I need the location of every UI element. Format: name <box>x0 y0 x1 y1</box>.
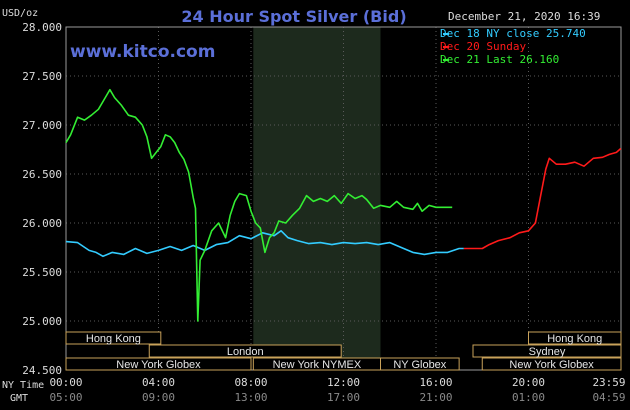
x-tick-label-gmt: 17:00 <box>327 391 360 404</box>
market-session-label: New York NYMEX <box>273 359 362 371</box>
series-line-1 <box>463 147 622 250</box>
y-tick-label: 27.000 <box>22 119 62 132</box>
market-session-bar <box>65 331 162 345</box>
market-session-bar <box>380 357 460 371</box>
legend-item-dec21: Dec 21 Last 26.160 <box>440 53 559 66</box>
market-session-bar <box>481 357 622 371</box>
x-tick-label-gmt: 13:00 <box>234 391 267 404</box>
x-tick-label: 08:00 <box>234 376 267 389</box>
market-session-bar <box>472 344 622 358</box>
market-session-label: New York Globex <box>116 359 201 371</box>
row-label-gmt: GMT <box>10 393 28 404</box>
x-tick-label: 04:00 <box>142 376 175 389</box>
row-label-ny: NY Time <box>2 380 44 391</box>
x-tick-labels: 00:00 04:00 08:00 12:00 16:00 20:00 23:59 05:00… <box>49 376 625 404</box>
x-tick-label-gmt: 05:00 <box>49 391 82 404</box>
market-session-label: London <box>227 346 264 358</box>
x-tick-label-gmt: 09:00 <box>142 391 175 404</box>
timestamp: December 21, 2020 16:39 <box>448 10 600 23</box>
x-tick-label: 00:00 <box>49 376 82 389</box>
x-tick-label: 16:00 <box>419 376 452 389</box>
y-tick-label: 26.000 <box>22 217 62 230</box>
series-line-0 <box>65 230 464 258</box>
y-tick-label: 25.000 <box>22 315 62 328</box>
x-tick-label-gmt: 21:00 <box>419 391 452 404</box>
y-axis-label: USD/oz <box>2 8 38 19</box>
y-tick-label: 24.500 <box>22 364 62 377</box>
legend: Dec 18 NY close 25.740 Dec 20 Sunday Dec… <box>440 27 586 66</box>
x-tick-label: 20:00 <box>512 376 545 389</box>
market-session-label: Sydney <box>529 346 566 358</box>
y-tick-label: 28.000 <box>22 21 62 34</box>
market-session-label: Hong Kong <box>547 333 602 345</box>
nymex-session-band <box>253 27 381 370</box>
legend-item-dec20: Dec 20 Sunday <box>440 40 526 53</box>
series-lines <box>65 88 622 322</box>
y-tick-labels: 28.000 27.500 27.000 26.500 26.000 25.500 25.0… <box>22 21 62 377</box>
market-session-label: NY Globex <box>393 359 446 371</box>
market-session-label: Hong Kong <box>86 333 141 345</box>
x-tick-label: 12:00 <box>327 376 360 389</box>
y-tick-label: 25.500 <box>22 266 62 279</box>
y-tick-label: 27.500 <box>22 70 62 83</box>
x-tick-label-gmt: 01:00 <box>512 391 545 404</box>
site-url: www.kitco.com <box>70 42 215 62</box>
market-session-bar <box>148 344 342 358</box>
market-session-label: New York Globex <box>509 359 594 371</box>
chart-title: 24 Hour Spot Silver (Bid) <box>181 7 406 26</box>
x-tick-label: 23:59 <box>592 376 625 389</box>
market-session-bar <box>528 331 622 345</box>
series-line-2 <box>65 88 453 322</box>
market-session-bar <box>65 357 252 371</box>
legend-item-dec18: Dec 18 NY close 25.740 <box>440 27 586 40</box>
y-tick-label: 26.500 <box>22 168 62 181</box>
x-tick-label-gmt: 04:59 <box>592 391 625 404</box>
